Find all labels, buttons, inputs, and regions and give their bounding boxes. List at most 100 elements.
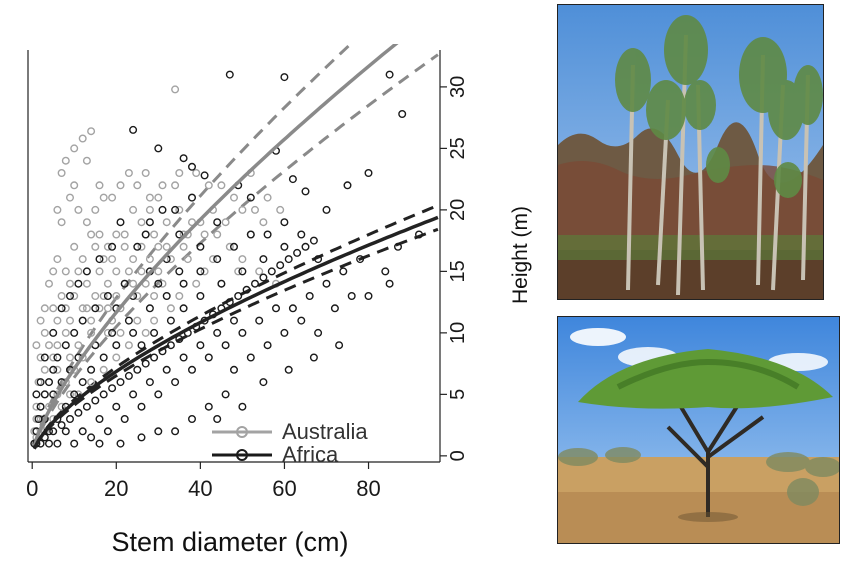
australia-point: [78, 255, 87, 264]
australia-point: [192, 168, 201, 177]
y-tick-label: 20: [447, 199, 469, 221]
africa-point: [108, 328, 117, 337]
africa-point: [187, 193, 196, 202]
africa-point: [78, 427, 87, 436]
africa-point: [162, 292, 171, 301]
australia-point: [99, 292, 108, 301]
australia-point: [78, 304, 87, 313]
australia-point: [124, 341, 133, 350]
africa-point: [49, 365, 58, 374]
australia-point: [124, 168, 133, 177]
australia-point: [53, 316, 62, 325]
africa-point: [284, 255, 293, 264]
australia-point: [82, 279, 91, 288]
legend-australia-label: Australia: [282, 419, 368, 444]
africa-point: [301, 187, 310, 196]
australia-point: [133, 181, 142, 190]
africa-point: [95, 255, 104, 264]
australia-point: [61, 156, 70, 165]
africa-point: [301, 242, 310, 251]
australia-point: [154, 267, 163, 276]
australia-point: [200, 267, 209, 276]
australia-point: [145, 193, 154, 202]
australia-point: [225, 242, 234, 251]
x-tick-label: 40: [188, 476, 212, 501]
africa-point: [263, 230, 272, 239]
legend-africa-marker: [236, 449, 248, 461]
australia-point: [70, 181, 79, 190]
australia-point: [57, 168, 66, 177]
africa-point: [65, 292, 74, 301]
africa-point: [145, 218, 154, 227]
africa-point: [229, 242, 238, 251]
africa-point: [61, 427, 70, 436]
australia-point: [150, 316, 159, 325]
australia-point: [78, 134, 87, 143]
australia-point: [166, 255, 175, 264]
africa-point: [116, 218, 125, 227]
africa-point: [246, 230, 255, 239]
africa-point: [108, 242, 117, 251]
africa-point: [137, 402, 146, 411]
australia-point: [91, 205, 100, 214]
australia-point: [65, 193, 74, 202]
africa-point: [297, 316, 306, 325]
fit-lines: [32, 44, 439, 450]
africa-point: [229, 316, 238, 325]
africa-point: [91, 396, 100, 405]
australia-point: [116, 181, 125, 190]
australia-point: [250, 205, 259, 214]
africa-point: [171, 427, 180, 436]
australia-point: [87, 127, 96, 136]
y-tick-label: 10: [447, 322, 469, 344]
africa-point: [70, 439, 79, 448]
africa-point: [242, 285, 251, 294]
eucalyptus-photo: [557, 4, 824, 300]
africa-point: [385, 70, 394, 79]
africa-point: [272, 304, 281, 313]
australia-point: [200, 230, 209, 239]
australia-point: [87, 328, 96, 337]
australia-point: [171, 181, 180, 190]
africa-point: [45, 378, 54, 387]
australia-point: [154, 193, 163, 202]
australia-fit-line: [32, 44, 399, 447]
africa-point: [112, 341, 121, 350]
africa-point: [124, 371, 133, 380]
africa-point: [280, 242, 289, 251]
australia-point: [183, 255, 192, 264]
australia-point: [40, 304, 49, 313]
africa-point: [133, 242, 142, 251]
africa-point: [175, 230, 184, 239]
africa-point: [82, 402, 91, 411]
australia-point: [221, 218, 230, 227]
africa-point: [229, 365, 238, 374]
australia-point: [49, 353, 58, 362]
australia-point: [204, 181, 213, 190]
africa-point: [49, 427, 58, 436]
africa-point: [91, 304, 100, 313]
australia-point: [74, 205, 83, 214]
australia-point: [192, 279, 201, 288]
africa-point: [70, 390, 79, 399]
australia-point: [82, 218, 91, 227]
australia-point: [65, 316, 74, 325]
australia-point: [129, 279, 138, 288]
africa-point: [204, 353, 213, 362]
africa-point: [154, 144, 163, 153]
axes: [27, 50, 441, 463]
australia-point: [238, 255, 247, 264]
africa-point: [234, 292, 243, 301]
africa-point: [297, 230, 306, 239]
africa-point: [385, 279, 394, 288]
africa-point: [196, 267, 205, 276]
africa-fit-ci: [32, 204, 439, 449]
australia-point: [145, 255, 154, 264]
australia-point: [108, 255, 117, 264]
australia-point: [255, 267, 264, 276]
australia-point: [74, 267, 83, 276]
africa-point: [74, 408, 83, 417]
africa-point: [150, 353, 159, 362]
australia-point: [87, 316, 96, 325]
africa-point: [335, 341, 344, 350]
